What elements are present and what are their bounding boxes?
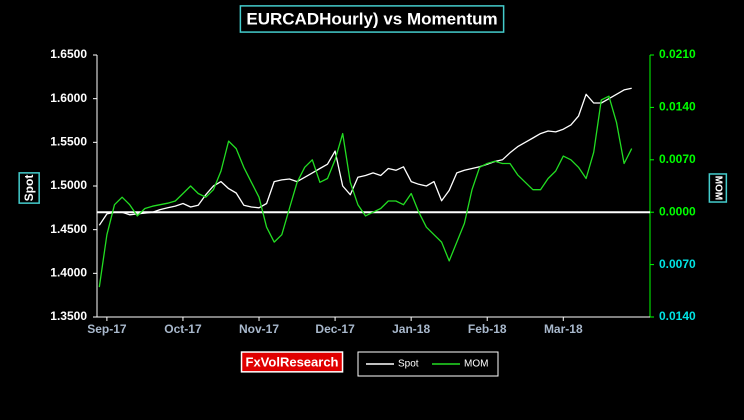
title-box [239, 5, 505, 33]
y-tick-label: 1.4500 [50, 222, 87, 236]
y-tick-label: 1.6000 [50, 91, 87, 105]
chart-title: EURCADHourly) vs Momentum [246, 9, 497, 28]
watermark-box [240, 351, 344, 373]
x-tick-label: Oct-17 [164, 322, 202, 336]
y-tick-label: 1.3500 [50, 309, 87, 323]
y2-tick-label: 0.0210 [659, 47, 696, 61]
x-tick-label: Dec-17 [315, 322, 355, 336]
y-tick-label: 1.5000 [50, 178, 87, 192]
x-tick-label: Mar-18 [544, 322, 583, 336]
y2-tick-label: 0.0000 [659, 204, 696, 218]
y2-tick-label: 0.0070 [659, 152, 696, 166]
series-line [98, 95, 633, 288]
watermark: FxVolResearch [246, 354, 339, 369]
y-title-box [18, 172, 40, 204]
y2-tick-label: 0.0140 [659, 100, 696, 114]
legend-label: MOM [464, 359, 488, 370]
y-tick-label: 1.5500 [50, 135, 87, 149]
x-tick-label: Feb-18 [468, 322, 507, 336]
y-tick-label: 1.4000 [50, 266, 87, 280]
y2-axis-title: MOM [712, 176, 723, 200]
y2-tick-label: 0.0140 [659, 309, 696, 323]
y-axis-title: Spot [22, 175, 36, 202]
y2-tick-label: 0.0070 [659, 257, 696, 271]
y-tick-label: 1.6500 [50, 47, 87, 61]
x-tick-label: Jan-18 [392, 322, 430, 336]
y2-title-box [708, 173, 728, 203]
series-line [98, 87, 632, 226]
x-tick-label: Nov-17 [239, 322, 279, 336]
x-tick-label: Sep-17 [87, 322, 127, 336]
legend-label: Spot [398, 359, 419, 370]
